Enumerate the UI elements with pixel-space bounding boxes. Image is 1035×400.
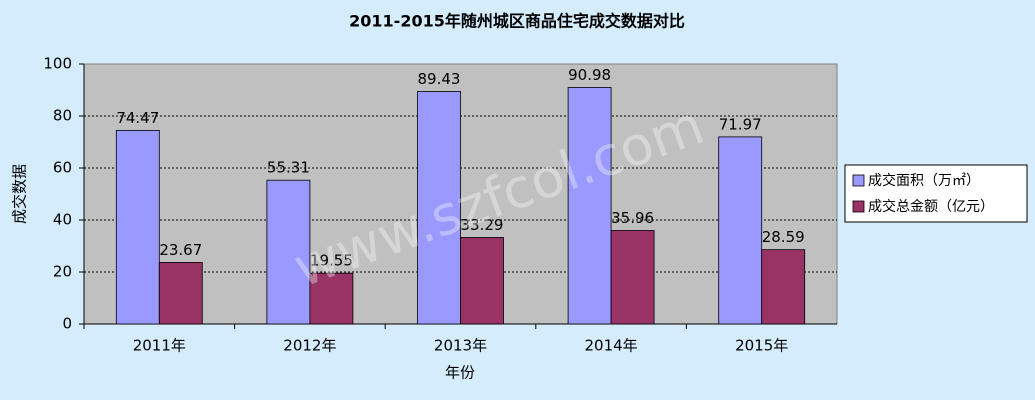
x-tick-label: 2014年 bbox=[585, 337, 638, 355]
y-tick-label: 40 bbox=[53, 211, 72, 229]
data-label: 28.59 bbox=[762, 228, 805, 246]
y-axis-label: 成交数据 bbox=[11, 164, 29, 224]
data-label: 89.43 bbox=[418, 70, 461, 88]
y-tick-label: 20 bbox=[53, 263, 72, 281]
bar bbox=[266, 179, 311, 325]
y-tick-label: 80 bbox=[53, 107, 72, 125]
data-label: 19.55 bbox=[310, 252, 353, 270]
x-axis-label: 年份 bbox=[445, 364, 475, 382]
bar bbox=[718, 136, 763, 325]
bar bbox=[460, 237, 504, 325]
bar bbox=[417, 91, 461, 325]
data-label: 74.47 bbox=[116, 109, 159, 127]
data-label: 23.67 bbox=[159, 241, 202, 259]
y-tick-label: 0 bbox=[62, 315, 72, 333]
legend bbox=[844, 164, 1028, 223]
legend-label: 成交面积（万㎡） bbox=[868, 172, 980, 189]
data-label: 90.98 bbox=[568, 66, 611, 84]
y-tick-label: 100 bbox=[43, 55, 72, 73]
data-label: 71.97 bbox=[719, 115, 762, 133]
data-label: 33.29 bbox=[461, 216, 504, 234]
bar bbox=[567, 87, 612, 325]
x-tick-label: 2012年 bbox=[283, 337, 336, 355]
bar bbox=[115, 129, 160, 325]
data-label: 55.31 bbox=[267, 159, 310, 177]
data-label: 35.96 bbox=[611, 209, 654, 227]
legend-swatch bbox=[852, 200, 865, 213]
legend-label: 成交总金额（亿元） bbox=[868, 198, 994, 215]
chart-title: 2011-2015年随州城区商品住宅成交数据对比 bbox=[349, 12, 685, 31]
x-tick-label: 2011年 bbox=[133, 337, 186, 355]
x-tick-label: 2015年 bbox=[735, 337, 788, 355]
y-tick-label: 60 bbox=[53, 159, 72, 177]
x-tick-label: 2013年 bbox=[434, 337, 487, 355]
legend-swatch bbox=[852, 174, 865, 187]
bar bbox=[610, 230, 655, 325]
bar bbox=[761, 249, 806, 325]
bar bbox=[158, 262, 203, 325]
bar bbox=[309, 272, 354, 325]
